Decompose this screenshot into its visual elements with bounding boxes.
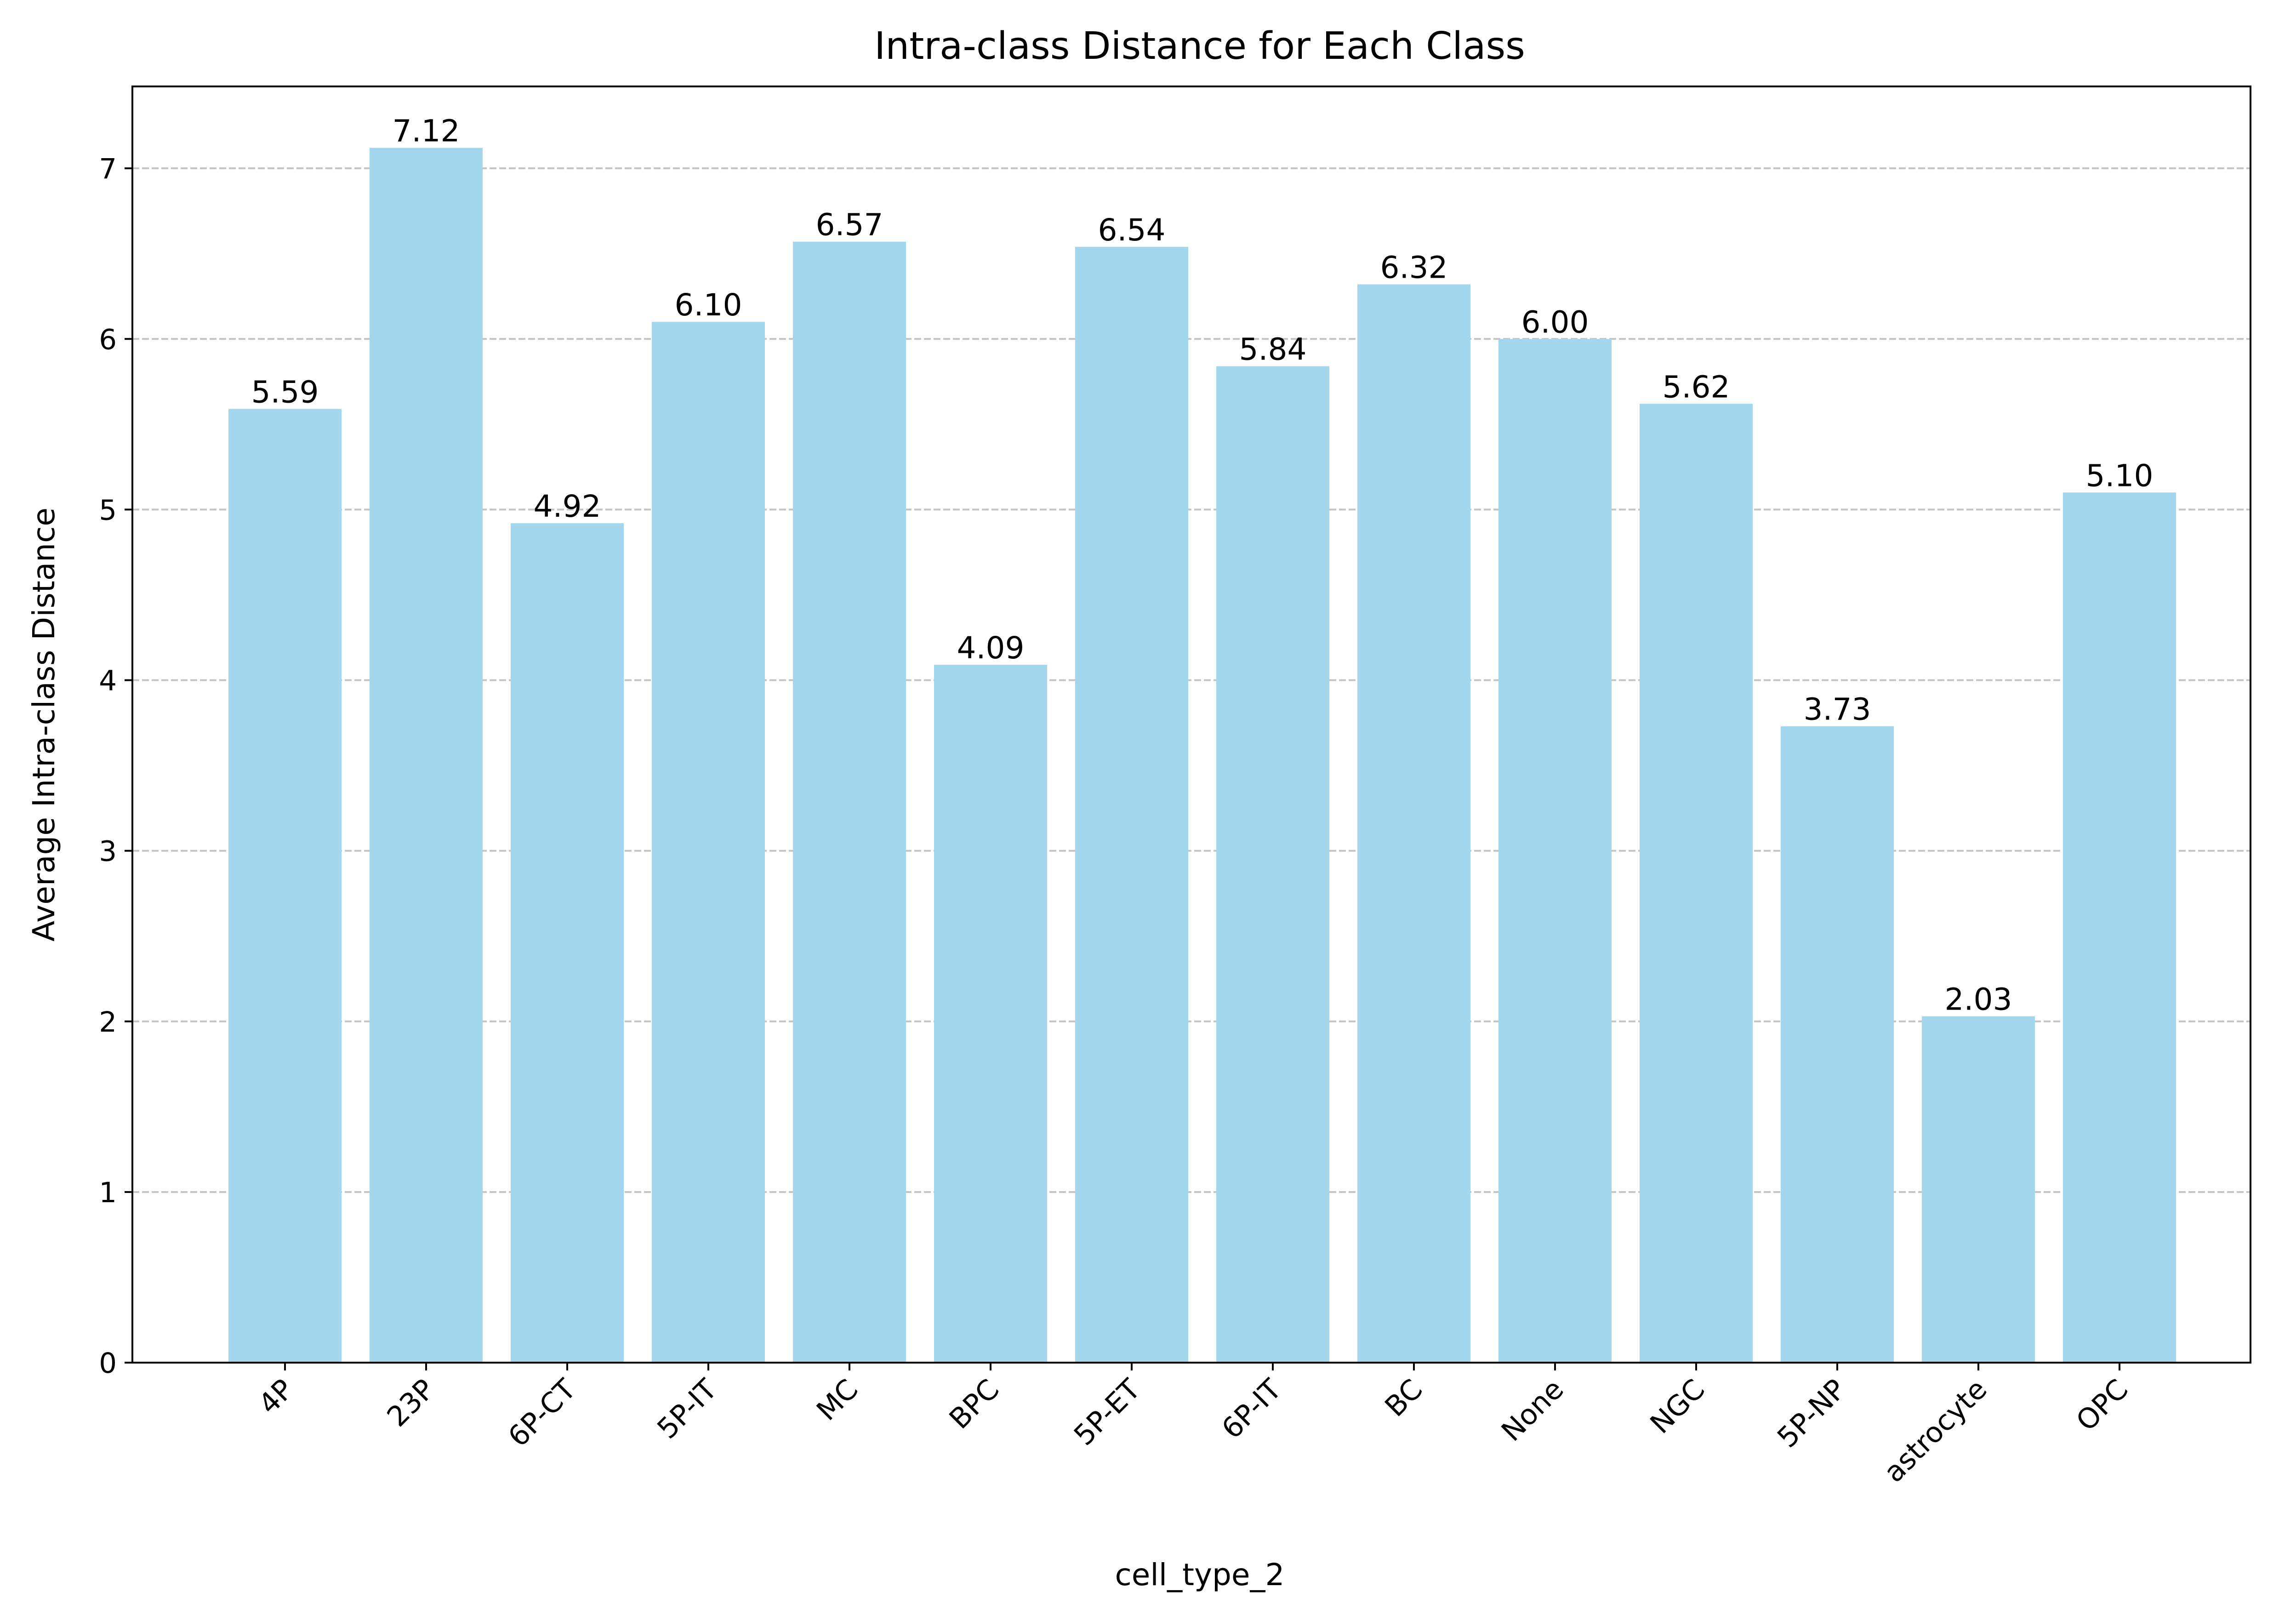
bar-value-label: 6.10 (675, 287, 742, 323)
bar-value-label: 7.12 (393, 114, 460, 149)
bar-opc (2063, 492, 2176, 1363)
bar-mc (793, 241, 906, 1363)
x-tick-label: BPC (943, 1373, 1006, 1435)
y-tick-label: 4 (99, 665, 117, 697)
bar-bc (1357, 284, 1470, 1363)
y-tick-label: 1 (99, 1176, 117, 1209)
bar-6p-it (1216, 366, 1329, 1363)
x-axis-ticks: 4P 23P 6P-CT 5P-IT MC BPC 5P-ET 6P-IT BC None NGC 5… (252, 1363, 2135, 1489)
bar-value-label: 6.57 (816, 207, 883, 243)
x-tick-label: 23P (381, 1373, 441, 1433)
bar-5p-it (652, 322, 765, 1363)
x-tick-label: OPC (2070, 1373, 2134, 1437)
y-axis-ticks: 0 1 2 3 4 5 6 7 (99, 153, 132, 1380)
y-tick-label: 2 (99, 1006, 117, 1039)
x-tick-label: 5P-NP (1771, 1373, 1852, 1454)
bar-6p-ct (511, 523, 624, 1363)
y-tick-label: 7 (99, 153, 117, 185)
y-tick-label: 5 (99, 494, 117, 526)
bar-value-label: 6.54 (1098, 212, 1166, 248)
bar-value-label: 3.73 (1804, 692, 1871, 727)
x-tick-label: astrocyte (1878, 1373, 1994, 1489)
bar-4p (228, 409, 342, 1363)
x-tick-label: 5P-IT (651, 1373, 724, 1445)
bar-ngc (1640, 404, 1753, 1363)
y-tick-label: 3 (99, 835, 117, 868)
bar-value-label: 5.59 (251, 374, 319, 410)
y-tick-label: 0 (99, 1347, 117, 1380)
bars (228, 148, 2176, 1363)
x-tick-label: 5P-ET (1068, 1373, 1147, 1452)
x-tick-label: NGC (1644, 1373, 1711, 1440)
bar-value-label: 5.62 (1663, 369, 1730, 405)
y-tick-label: 6 (99, 323, 117, 356)
plot-frame (131, 86, 2251, 1364)
bar-value-label: 4.09 (957, 630, 1025, 666)
x-tick-label: MC (810, 1373, 865, 1427)
y-axis-label: Average Intra-class Distance (26, 508, 62, 942)
x-tick-label: None (1495, 1373, 1570, 1448)
bar-value-label: 2.03 (1945, 982, 2012, 1017)
chart-title: Intra-class Distance for Each Class (874, 24, 1525, 68)
x-tick-label: BC (1379, 1373, 1429, 1423)
x-tick-label: 6P-IT (1215, 1373, 1288, 1445)
x-tick-label: 6P-CT (502, 1373, 582, 1453)
bar-none (1498, 339, 1612, 1363)
bar-value-label: 5.10 (2086, 458, 2154, 493)
bar-value-label: 4.92 (534, 489, 601, 524)
grid-lines (132, 167, 2250, 1193)
bar-value-label: 6.00 (1521, 304, 1589, 340)
x-tick-label: 4P (252, 1373, 300, 1421)
x-axis-label: cell_type_2 (1115, 1557, 1285, 1592)
value-labels: 5.59 7.12 4.92 6.10 6.57 4.09 6.54 5.84 6.32 6.00… (251, 114, 2154, 1017)
bar-5p-et (1075, 246, 1188, 1363)
bar-23p (370, 148, 483, 1363)
bar-astrocyte (1922, 1016, 2035, 1363)
bar-value-label: 6.32 (1380, 250, 1448, 285)
bar-bpc (934, 665, 1047, 1363)
bar-value-label: 5.84 (1239, 332, 1307, 367)
bar-5p-np (1781, 726, 1894, 1363)
